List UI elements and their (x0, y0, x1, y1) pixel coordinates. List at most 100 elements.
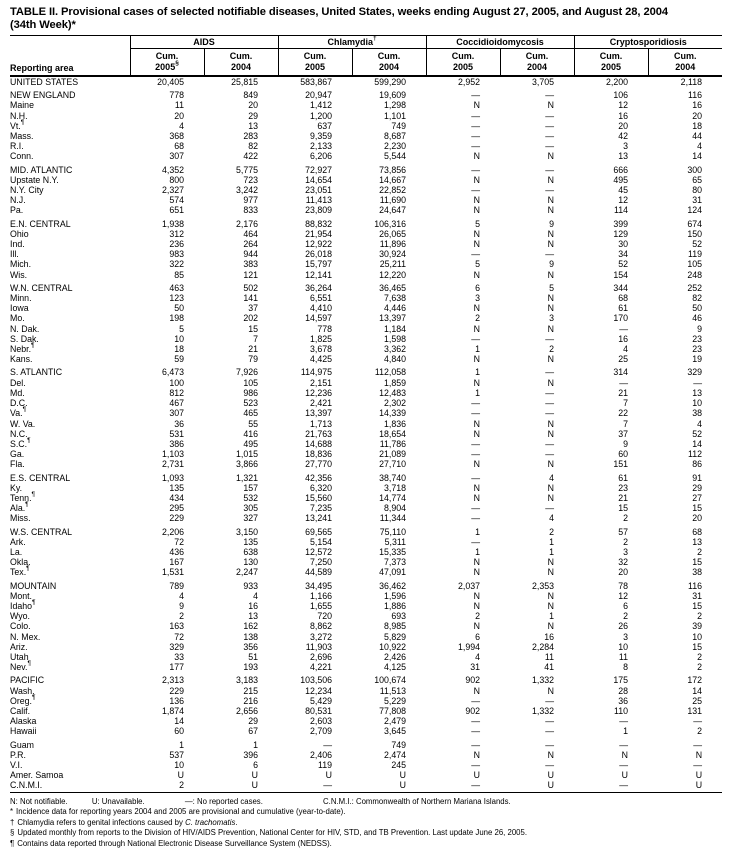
value-cell: 106 (613, 90, 629, 101)
value-cell: N (547, 482, 555, 493)
reporting-area-cell: Tex.¶ (10, 565, 30, 578)
cum-label: Cum. (303, 51, 327, 61)
value-cell: 3 (475, 293, 481, 304)
value-cell: — (545, 120, 555, 131)
reporting-area-cell: S.C.¶ (10, 436, 31, 449)
value-cell: 5,229 (384, 695, 407, 706)
value-cell: 119 (317, 760, 333, 770)
value-cell: 36,264 (305, 282, 333, 293)
legend-item: —: No reported cases. (184, 796, 263, 806)
reporting-area-cell: Del. (10, 377, 26, 388)
value-cell: 13 (248, 120, 259, 131)
sub-header-chlamydia-2005: Cum. 2005 (277, 48, 353, 77)
value-cell: 2,709 (310, 726, 333, 737)
value-cell: — (545, 164, 555, 175)
value-cell: 383 (243, 259, 259, 270)
value-cell: 1,874 (161, 705, 184, 716)
value-cell: N (547, 239, 555, 250)
value-cell: 42 (618, 131, 629, 142)
value-cell: 463 (169, 282, 184, 293)
value-cell: U (177, 770, 184, 781)
table-row: Miss. 229 327 13,241 11,344 — 4 2 20 (10, 513, 722, 523)
value-cell: N (547, 293, 555, 304)
value-cell: 26,065 (379, 228, 407, 239)
value-cell: — (545, 141, 555, 152)
value-cell: N (473, 303, 481, 314)
value-cell: 300 (687, 164, 703, 175)
value-cell: 833 (243, 205, 259, 216)
footnote-text: Contains data reported through National … (17, 838, 332, 848)
value-cell: 55 (248, 418, 259, 429)
value-cell: 495 (613, 174, 629, 185)
footnote-marker: † (372, 35, 377, 42)
value-cell: 229 (169, 513, 184, 524)
value-cell: 1,332 (532, 675, 555, 686)
value-cell: 1,412 (310, 100, 333, 111)
value-cell: 31 (470, 662, 481, 673)
table-row: S. ATLANTIC 6,473 7,926 114,975 112,058 1 — 314… (10, 367, 722, 377)
value-cell: 14 (692, 151, 703, 162)
value-cell: 100 (169, 377, 184, 388)
value-cell: 106,316 (374, 218, 407, 229)
value-cell: 314 (613, 367, 629, 378)
table-row: Guam 1 1 — 749 — — — — (10, 740, 722, 750)
table-row: N. Mex. 72 138 3,272 5,829 6 16 3 10 (10, 632, 722, 642)
table-row: Okla. 167 130 7,250 7,373 N N 32 15 (10, 557, 722, 567)
table-row: Tenn.¶ 434 532 15,560 14,774 N N 21 27 (10, 491, 722, 503)
value-cell: 4 (623, 344, 629, 355)
value-cell: 6,320 (310, 482, 333, 493)
footnote-marker: ¶ (22, 406, 27, 414)
value-cell: N (695, 749, 703, 760)
value-cell: 14 (692, 438, 703, 449)
value-cell: 465 (243, 408, 259, 419)
value-cell: — (471, 333, 481, 344)
value-cell: 60 (618, 449, 629, 460)
value-cell: 5,311 (384, 536, 407, 547)
value-cell: 135 (243, 536, 259, 547)
value-cell: 61 (618, 303, 629, 314)
value-cell: 15 (692, 600, 703, 611)
value-cell: 16 (248, 600, 259, 611)
value-cell: 599,290 (374, 77, 407, 87)
reporting-area-cell: E.S. CENTRAL (10, 472, 71, 483)
value-cell: 21,089 (379, 449, 407, 460)
value-cell: 52 (692, 428, 703, 439)
value-cell: 8,904 (384, 503, 407, 514)
group-header-aids: AIDS (129, 35, 279, 49)
table-row: Nev.¶ 177 193 4,221 4,125 31 41 8 2 (10, 660, 722, 673)
value-cell: 4 (253, 590, 259, 601)
value-cell: 60 (174, 726, 184, 737)
value-cell: 20 (618, 120, 629, 131)
value-cell: 2,133 (310, 141, 333, 152)
value-cell: N (473, 377, 481, 388)
table-row: Kans. 59 79 4,425 4,840 N N 25 19 (10, 354, 722, 364)
table-title-line2: (34th Week)* (10, 19, 76, 31)
table-row: Ala.¶ 295 305 7,235 8,904 — — 15 15 (10, 501, 722, 514)
value-cell: 344 (613, 282, 629, 293)
table-row: Upstate N.Y. 800 723 14,654 14,667 N N 495 65 (10, 175, 722, 185)
reporting-area-cell: Maine (10, 100, 34, 111)
reporting-area-cell: Mo. (10, 313, 25, 324)
value-cell: 6 (253, 760, 259, 770)
value-cell: 2,603 (310, 716, 333, 727)
value-cell: N (547, 151, 555, 162)
reporting-area-cell: W.N. CENTRAL (10, 282, 73, 293)
reporting-area-cell: Alaska (10, 716, 37, 727)
table-row: Tex.¶ 1,531 2,247 44,589 47,091 N N 20 38 (10, 565, 722, 578)
table-row: Ga. 1,103 1,015 18,836 21,089 — — 60 112 (10, 449, 722, 459)
value-cell: 312 (169, 228, 184, 239)
table-row: MID. ATLANTIC 4,352 5,775 72,927 73,856 — — 666… (10, 165, 722, 175)
value-cell: 2 (697, 611, 703, 622)
value-cell: 7,638 (384, 293, 407, 304)
value-cell: — (693, 760, 703, 770)
value-cell: 114,975 (300, 367, 333, 378)
sub-header-coccidioidomycosis-2004: Cum. 2004 (499, 48, 575, 77)
year-label: 2004 (675, 61, 696, 72)
value-cell: N (473, 100, 481, 111)
value-cell: 983 (169, 249, 184, 260)
value-cell: 2,302 (384, 398, 407, 409)
value-cell: 6 (475, 631, 481, 642)
value-cell: 21 (248, 344, 259, 355)
value-cell: 2,247 (236, 567, 259, 578)
value-cell: 467 (169, 398, 184, 409)
